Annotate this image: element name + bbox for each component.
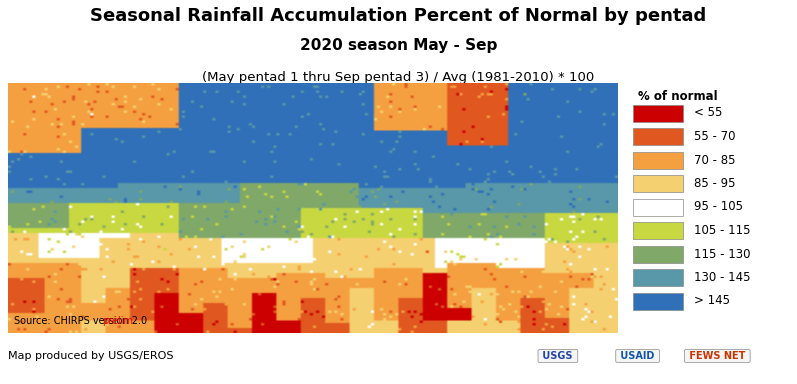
Text: 70 - 85: 70 - 85 [694, 154, 736, 167]
FancyBboxPatch shape [634, 175, 683, 192]
Text: USAID: USAID [617, 351, 658, 361]
Text: (May pentad 1 thru Sep pentad 3) / Avg (1981-2010) * 100: (May pentad 1 thru Sep pentad 3) / Avg (… [202, 71, 595, 84]
Text: > 145: > 145 [694, 295, 730, 308]
Text: USGS: USGS [540, 351, 576, 361]
Text: 105 - 115: 105 - 115 [694, 224, 751, 237]
Text: 85 - 95: 85 - 95 [694, 177, 736, 190]
Text: < 55: < 55 [694, 106, 723, 119]
Text: % of normal: % of normal [638, 91, 718, 104]
Text: 115 - 130: 115 - 130 [694, 248, 751, 260]
Text: FEWS NET: FEWS NET [686, 351, 748, 361]
FancyBboxPatch shape [634, 293, 683, 310]
FancyBboxPatch shape [634, 269, 683, 286]
Text: 2020 season May - Sep: 2020 season May - Sep [300, 38, 497, 53]
Text: 95 - 105: 95 - 105 [694, 200, 744, 214]
Text: 130 - 145: 130 - 145 [694, 271, 751, 284]
FancyBboxPatch shape [634, 152, 683, 169]
FancyBboxPatch shape [634, 128, 683, 145]
FancyBboxPatch shape [634, 104, 683, 121]
FancyBboxPatch shape [634, 245, 683, 263]
Text: Map produced by USGS/EROS: Map produced by USGS/EROS [8, 351, 174, 361]
FancyBboxPatch shape [634, 199, 683, 215]
Text: Source: CHIRPS version 2.0: Source: CHIRPS version 2.0 [14, 316, 151, 326]
FancyBboxPatch shape [634, 222, 683, 239]
Text: prelim: prelim [103, 316, 134, 326]
Text: Seasonal Rainfall Accumulation Percent of Normal by pentad: Seasonal Rainfall Accumulation Percent o… [90, 7, 707, 25]
Text: 55 - 70: 55 - 70 [694, 130, 736, 143]
